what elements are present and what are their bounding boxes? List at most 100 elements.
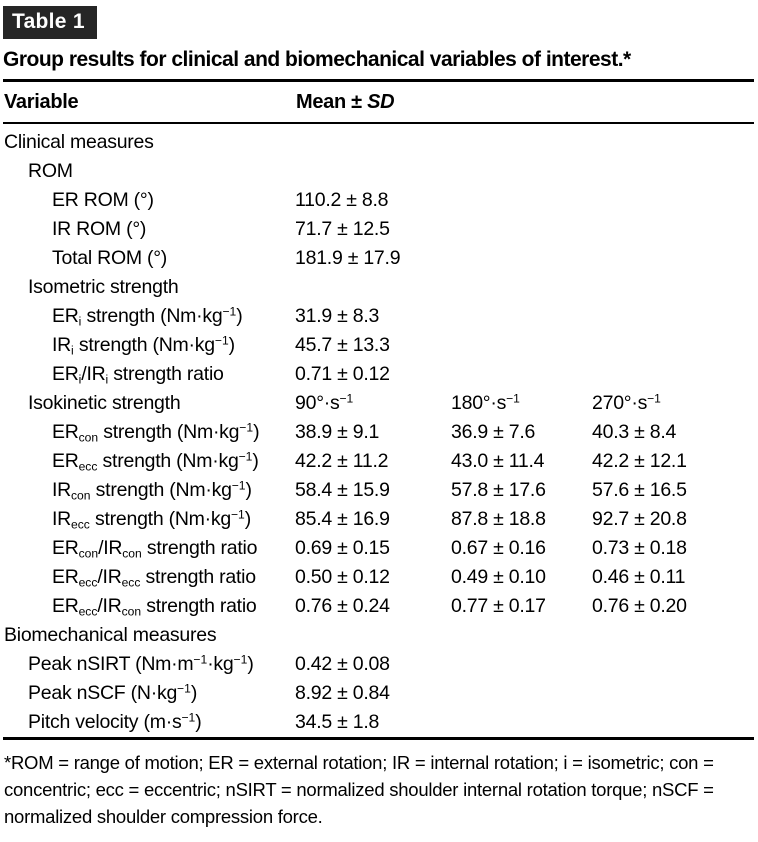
row-value bbox=[295, 273, 451, 302]
table-row: ERcon strength (Nm·kg−1) 38.9 ± 9.1 36.9… bbox=[3, 418, 754, 447]
row-value: 0.49 ± 0.10 bbox=[451, 566, 546, 588]
row-value: 0.69 ± 0.15 bbox=[295, 537, 390, 559]
row-value bbox=[451, 186, 592, 215]
table-row: ERecc/IRecc strength ratio 0.50 ± 0.12 0… bbox=[3, 563, 754, 592]
row-value bbox=[451, 244, 592, 273]
row-value: 45.7 ± 13.3 bbox=[295, 334, 390, 356]
row-value bbox=[592, 331, 754, 360]
table-title: Group results for clinical and biomechan… bbox=[3, 48, 631, 71]
table-row: Biomechanical measures bbox=[3, 621, 754, 650]
row-label: ERcon strength (Nm·kg−1) bbox=[52, 420, 260, 445]
row-value bbox=[451, 650, 592, 679]
row-label: ERi/IRi strength ratio bbox=[52, 363, 224, 387]
row-value: 71.7 ± 12.5 bbox=[295, 218, 390, 240]
row-value bbox=[592, 621, 754, 650]
row-value: 31.9 ± 8.3 bbox=[295, 305, 380, 327]
table-row: IR ROM (°) 71.7 ± 12.5 bbox=[3, 215, 754, 244]
row-value: 90°·s−1 bbox=[295, 391, 354, 414]
row-label: IRecc strength (Nm·kg−1) bbox=[52, 507, 252, 532]
table-row: IRi strength (Nm·kg−1) 45.7 ± 13.3 bbox=[3, 331, 754, 360]
table-label: Table 1 bbox=[3, 6, 97, 39]
table-row: ERcon/IRcon strength ratio 0.69 ± 0.15 0… bbox=[3, 534, 754, 563]
table-row: Clinical measures bbox=[3, 128, 754, 157]
table-row: Peak nSCF (N·kg−1) 8.92 ± 0.84 bbox=[3, 679, 754, 708]
row-value bbox=[451, 331, 592, 360]
table-row: Pitch velocity (m·s−1) 34.5 ± 1.8 bbox=[3, 708, 754, 737]
row-value bbox=[295, 621, 451, 650]
row-label: ERecc/IRcon strength ratio bbox=[52, 595, 257, 619]
row-label: Pitch velocity (m·s−1) bbox=[28, 710, 202, 733]
row-value bbox=[295, 128, 451, 157]
row-value: 34.5 ± 1.8 bbox=[295, 711, 380, 733]
row-label: ERecc strength (Nm·kg−1) bbox=[52, 449, 259, 474]
row-value: 42.2 ± 12.1 bbox=[592, 450, 687, 472]
row-value: 0.50 ± 0.12 bbox=[295, 566, 390, 588]
table-row: ERecc strength (Nm·kg−1) 42.2 ± 11.2 43.… bbox=[3, 447, 754, 476]
table-row: ERi strength (Nm·kg−1) 31.9 ± 8.3 bbox=[3, 302, 754, 331]
column-header-spacer bbox=[452, 91, 593, 113]
row-value bbox=[451, 679, 592, 708]
row-label: Isometric strength bbox=[28, 276, 179, 298]
divider-header bbox=[3, 122, 754, 124]
row-label: Peak nSIRT (Nm·m−1·kg−1) bbox=[28, 652, 254, 675]
row-value: 0.46 ± 0.11 bbox=[592, 566, 686, 588]
row-value bbox=[451, 621, 592, 650]
row-value bbox=[592, 244, 754, 273]
row-label: Peak nSCF (N·kg−1) bbox=[28, 681, 198, 704]
table-row: IRecc strength (Nm·kg−1) 85.4 ± 16.9 87.… bbox=[3, 505, 754, 534]
row-value: 43.0 ± 11.4 bbox=[451, 450, 545, 472]
row-label: IRcon strength (Nm·kg−1) bbox=[52, 478, 252, 503]
row-label: Isokinetic strength bbox=[28, 392, 181, 414]
row-label: Total ROM (°) bbox=[52, 247, 168, 269]
row-value bbox=[295, 157, 451, 186]
column-header-variable: Variable bbox=[4, 91, 79, 113]
table-row: Isometric strength bbox=[3, 273, 754, 302]
row-value bbox=[592, 360, 754, 389]
column-header-spacer bbox=[593, 91, 754, 113]
row-value: 181.9 ± 17.9 bbox=[295, 247, 401, 269]
row-label: Clinical measures bbox=[4, 131, 154, 153]
row-value: 0.76 ± 0.24 bbox=[295, 595, 390, 617]
row-value: 180°·s−1 bbox=[451, 391, 520, 414]
row-label: IRi strength (Nm·kg−1) bbox=[52, 333, 235, 358]
table-row: Total ROM (°) 181.9 ± 17.9 bbox=[3, 244, 754, 273]
table-row: ERecc/IRcon strength ratio 0.76 ± 0.24 0… bbox=[3, 592, 754, 621]
row-value: 58.4 ± 15.9 bbox=[295, 479, 390, 501]
row-value: 0.77 ± 0.17 bbox=[451, 595, 546, 617]
footnote: *ROM = range of motion; ER = external ro… bbox=[4, 752, 714, 827]
column-header-mean-sd: Mean ± SD bbox=[296, 91, 395, 113]
row-value: 92.7 ± 20.8 bbox=[592, 508, 687, 530]
row-value bbox=[451, 302, 592, 331]
row-value bbox=[592, 186, 754, 215]
row-value bbox=[451, 215, 592, 244]
row-value: 87.8 ± 18.8 bbox=[451, 508, 546, 530]
row-value: 0.73 ± 0.18 bbox=[592, 537, 687, 559]
row-label: Biomechanical measures bbox=[4, 624, 217, 646]
row-value: 0.67 ± 0.16 bbox=[451, 537, 546, 559]
row-value bbox=[592, 679, 754, 708]
table-row: ROM bbox=[3, 157, 754, 186]
row-value: 42.2 ± 11.2 bbox=[295, 450, 389, 472]
row-value bbox=[592, 302, 754, 331]
divider-top bbox=[3, 79, 754, 82]
row-value bbox=[592, 650, 754, 679]
row-label: ER ROM (°) bbox=[52, 189, 154, 211]
divider-bottom bbox=[3, 737, 754, 740]
row-value: 0.76 ± 0.20 bbox=[592, 595, 687, 617]
table-body: Clinical measures ROM ER ROM (°) 110.2 ±… bbox=[3, 124, 754, 737]
row-value: 8.92 ± 0.84 bbox=[295, 682, 390, 704]
row-value: 270°·s−1 bbox=[592, 391, 661, 414]
row-value: 40.3 ± 8.4 bbox=[592, 421, 677, 443]
row-value: 0.71 ± 0.12 bbox=[295, 363, 390, 385]
row-value bbox=[592, 708, 754, 737]
table-row: Isokinetic strength 90°·s−1 180°·s−1 270… bbox=[3, 389, 754, 418]
row-value bbox=[592, 215, 754, 244]
row-value bbox=[451, 360, 592, 389]
table-row: ER ROM (°) 110.2 ± 8.8 bbox=[3, 186, 754, 215]
row-value bbox=[592, 273, 754, 302]
row-value bbox=[592, 128, 754, 157]
row-value: 36.9 ± 7.6 bbox=[451, 421, 536, 443]
row-label: ERecc/IRecc strength ratio bbox=[52, 566, 256, 590]
row-label: IR ROM (°) bbox=[52, 218, 147, 240]
